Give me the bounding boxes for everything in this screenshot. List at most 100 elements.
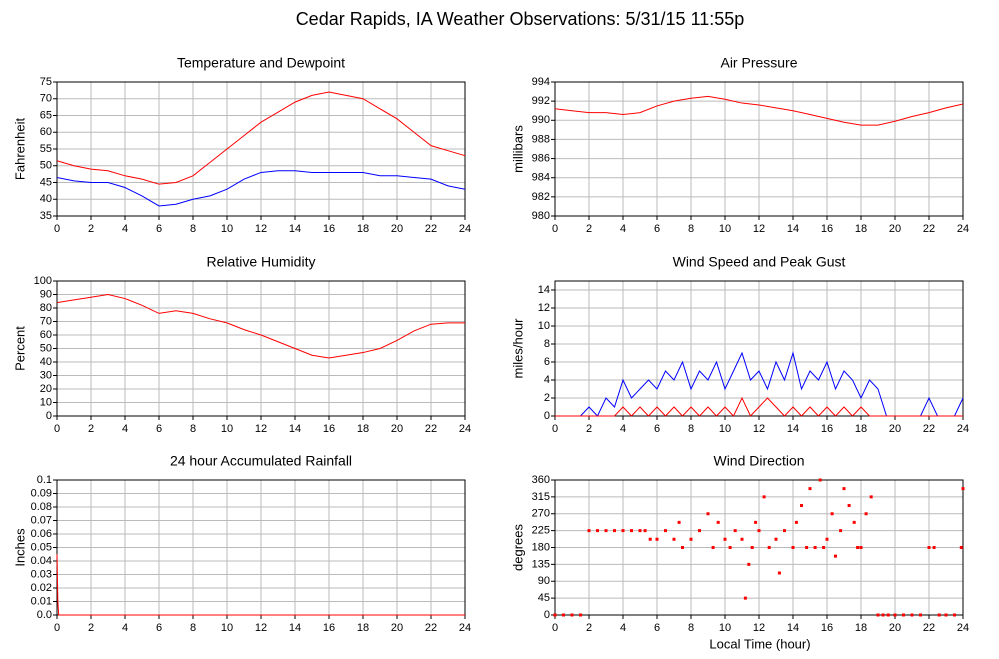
point: [706, 512, 710, 516]
x-tick-label: 10: [719, 223, 731, 235]
x-tick-label: 12: [753, 223, 765, 235]
y-tick-label: 100: [34, 275, 52, 287]
point: [762, 495, 766, 499]
point: [638, 529, 642, 533]
point: [579, 613, 582, 617]
point: [740, 537, 744, 541]
point: [711, 546, 715, 549]
point: [852, 520, 856, 524]
y-tick-label: 80: [40, 302, 52, 314]
y-tick-label: 2: [544, 392, 550, 404]
y-tick-label: 990: [532, 114, 550, 126]
point: [689, 537, 693, 541]
x-tick-label: 6: [654, 622, 660, 634]
y-tick-label: 20: [40, 383, 52, 395]
y-tick-label: 986: [532, 152, 550, 164]
y-axis-label: Fahrenheit: [12, 118, 27, 181]
point: [839, 529, 843, 533]
y-tick-label: 0.05: [31, 541, 52, 553]
point: [733, 529, 737, 533]
point: [553, 613, 557, 617]
y-tick-label: 90: [538, 575, 550, 587]
y-tick-label: 50: [40, 342, 52, 354]
y-tick-label: 0.01: [31, 595, 52, 607]
y-tick-label: 0.03: [31, 568, 52, 580]
y-tick-label: 982: [532, 191, 550, 203]
y-tick-label: 8: [544, 338, 550, 350]
plot-frame: [554, 479, 964, 616]
y-axis-label: degrees: [510, 524, 525, 571]
x-tick-label: 6: [156, 423, 162, 435]
point: [959, 546, 963, 549]
point: [604, 529, 608, 533]
point: [961, 487, 965, 491]
y-tick-label: 0.08: [31, 501, 52, 513]
plot-frame: [554, 81, 964, 217]
y-tick-label: 45: [40, 176, 52, 188]
point: [953, 613, 956, 617]
point: [777, 571, 781, 575]
y-tick-label: 315: [532, 491, 550, 503]
y-tick-label: 992: [532, 95, 550, 107]
point: [864, 512, 868, 516]
x-tick-label: 6: [654, 223, 660, 235]
x-tick-label: 12: [255, 622, 267, 634]
x-tick-label: 16: [821, 622, 833, 634]
point: [847, 504, 851, 507]
point: [869, 495, 873, 499]
x-tick-label: 0: [54, 622, 60, 634]
x-tick-label: 0: [552, 223, 558, 235]
point: [723, 537, 727, 541]
x-tick-label: 16: [323, 622, 335, 634]
x-tick-label: 16: [323, 423, 335, 435]
y-tick-label: 50: [40, 160, 52, 172]
y-tick-label: 0.07: [31, 514, 52, 526]
x-tick-label: 10: [221, 223, 233, 235]
point: [681, 546, 684, 549]
point: [822, 546, 826, 549]
y-tick-label: 30: [40, 369, 52, 381]
point: [757, 529, 761, 533]
x-tick-label: 2: [88, 622, 94, 634]
x-tick-label: 2: [586, 223, 592, 235]
point: [767, 546, 771, 549]
x-axis-label: Local Time (hour): [709, 636, 810, 651]
y-tick-label: 980: [532, 210, 550, 222]
point: [754, 520, 758, 524]
y-tick-label: 0.02: [31, 582, 52, 594]
x-tick-label: 12: [255, 223, 267, 235]
point: [774, 537, 778, 541]
y-tick-label: 90: [40, 288, 52, 300]
x-tick-label: 4: [122, 223, 128, 235]
y-tick-label: 12: [538, 302, 550, 314]
series-line: [554, 95, 964, 126]
y-tick-label: 0: [544, 609, 550, 621]
y-tick-label: 0.09: [31, 487, 52, 499]
point: [910, 613, 914, 617]
point: [570, 613, 574, 617]
point: [791, 546, 795, 549]
point: [698, 529, 701, 533]
chart-title: Air Pressure: [720, 55, 797, 71]
y-tick-label: 988: [532, 133, 550, 145]
point: [613, 529, 616, 533]
chart-title: Wind Direction: [713, 453, 804, 469]
point: [783, 529, 786, 533]
x-tick-label: 14: [787, 223, 799, 235]
x-tick-label: 8: [190, 423, 196, 435]
x-tick-label: 20: [889, 223, 901, 235]
y-tick-label: 65: [40, 109, 52, 121]
y-tick-label: 225: [532, 525, 550, 537]
x-tick-label: 4: [122, 423, 128, 435]
x-tick-label: 24: [459, 223, 471, 235]
y-tick-label: 40: [40, 356, 52, 368]
x-tick-label: 4: [620, 622, 626, 634]
x-tick-label: 18: [855, 423, 867, 435]
x-tick-label: 24: [957, 622, 969, 634]
point: [937, 613, 941, 617]
point: [856, 546, 860, 549]
x-tick-label: 20: [391, 223, 403, 235]
x-tick-label: 18: [357, 423, 369, 435]
point: [747, 562, 751, 566]
